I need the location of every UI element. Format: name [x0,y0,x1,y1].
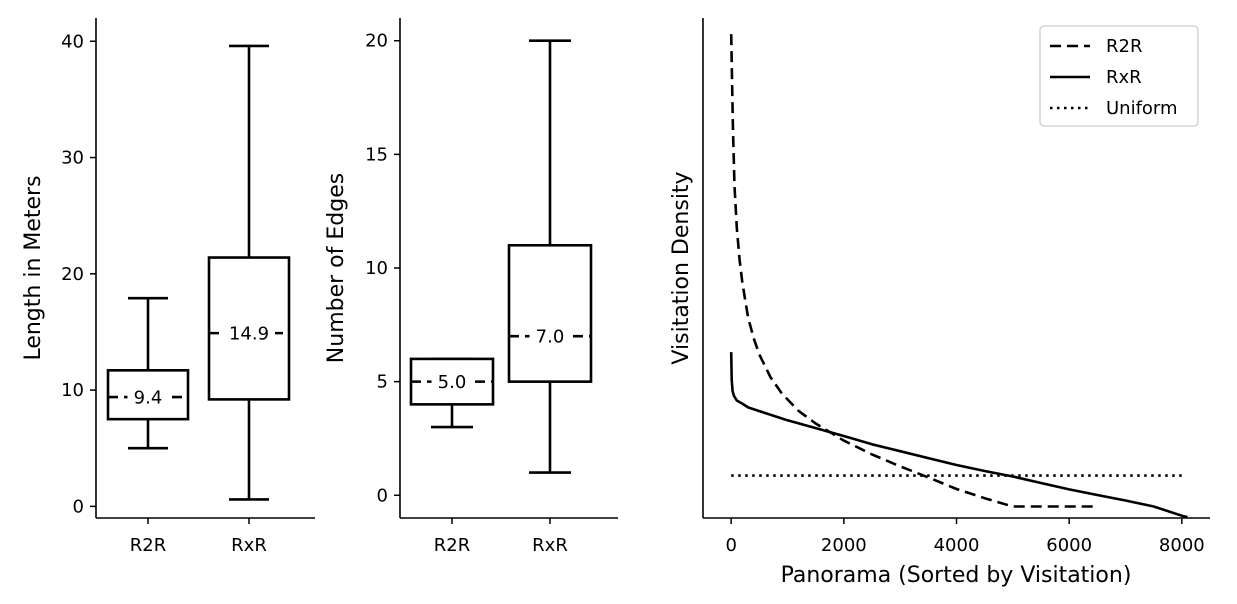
x-tick-label: R2R [434,535,470,556]
y-axis-label: Number of Edges [324,173,349,363]
x-tick-label: 6000 [1046,535,1092,556]
median-label-bg [127,384,169,411]
box-rxr: 7.0 [507,39,593,474]
y-tick-label: 10 [61,380,84,401]
y-axis-label: Length in Meters [21,175,46,360]
median-label: 9.4 [134,388,163,409]
y-tick-label: 0 [73,496,84,517]
series-line-rxr [729,352,1188,519]
visitation-density-panel: 0 2000 4000 6000 8000 Visitation Density Pan… [669,18,1210,588]
median-label: 5.0 [438,372,467,393]
x-tick-label: RxR [231,535,267,556]
x-tick-label: R2R [130,535,166,556]
series-line-r2r [729,34,1098,508]
x-tick-label: 8000 [1159,535,1205,556]
x-tick-label: 0 [725,535,736,556]
box-rxr: 14.9 [207,44,291,501]
median-label-bg [529,323,571,350]
legend-label-r2r: R2R [1106,36,1142,57]
y-tick-label: 0 [377,485,388,506]
legend-label-rxr: RxR [1106,67,1142,88]
y-tick-label: 30 [61,148,84,169]
y-tick-label: 20 [61,264,84,285]
x-axis-label: Panorama (Sorted by Visitation) [781,563,1132,588]
median-label: 14.9 [229,324,269,345]
y-tick-label: 5 [377,372,388,393]
legend: R2R RxR Uniform [1039,25,1199,127]
median-label-bg [223,320,275,347]
x-tick-label: RxR [532,535,568,556]
y-axis-label: Visitation Density [669,171,694,364]
legend-label-uniform: Uniform [1106,98,1178,119]
y-tick-label: 10 [365,258,388,279]
edges-boxplot-panel: 0 5 10 15 20 R2R RxR 5.0 7.0 Number of Edges [324,18,618,556]
iqr-box [507,243,593,383]
length-boxplot-panel: 0 10 20 30 40 R2R RxR 9.4 14.9 Length in Meter… [21,18,315,556]
box-r2r: 9.4 [106,296,190,450]
legend-frame [1039,25,1199,127]
x-tick-label: 4000 [934,535,980,556]
y-tick-label: 40 [61,31,84,52]
median-label-bg [431,368,473,395]
median-label: 7.0 [536,327,565,348]
y-tick-label: 15 [365,144,388,165]
x-tick-label: 2000 [821,535,867,556]
y-tick-label: 20 [365,31,388,52]
box-r2r: 5.0 [409,357,495,429]
